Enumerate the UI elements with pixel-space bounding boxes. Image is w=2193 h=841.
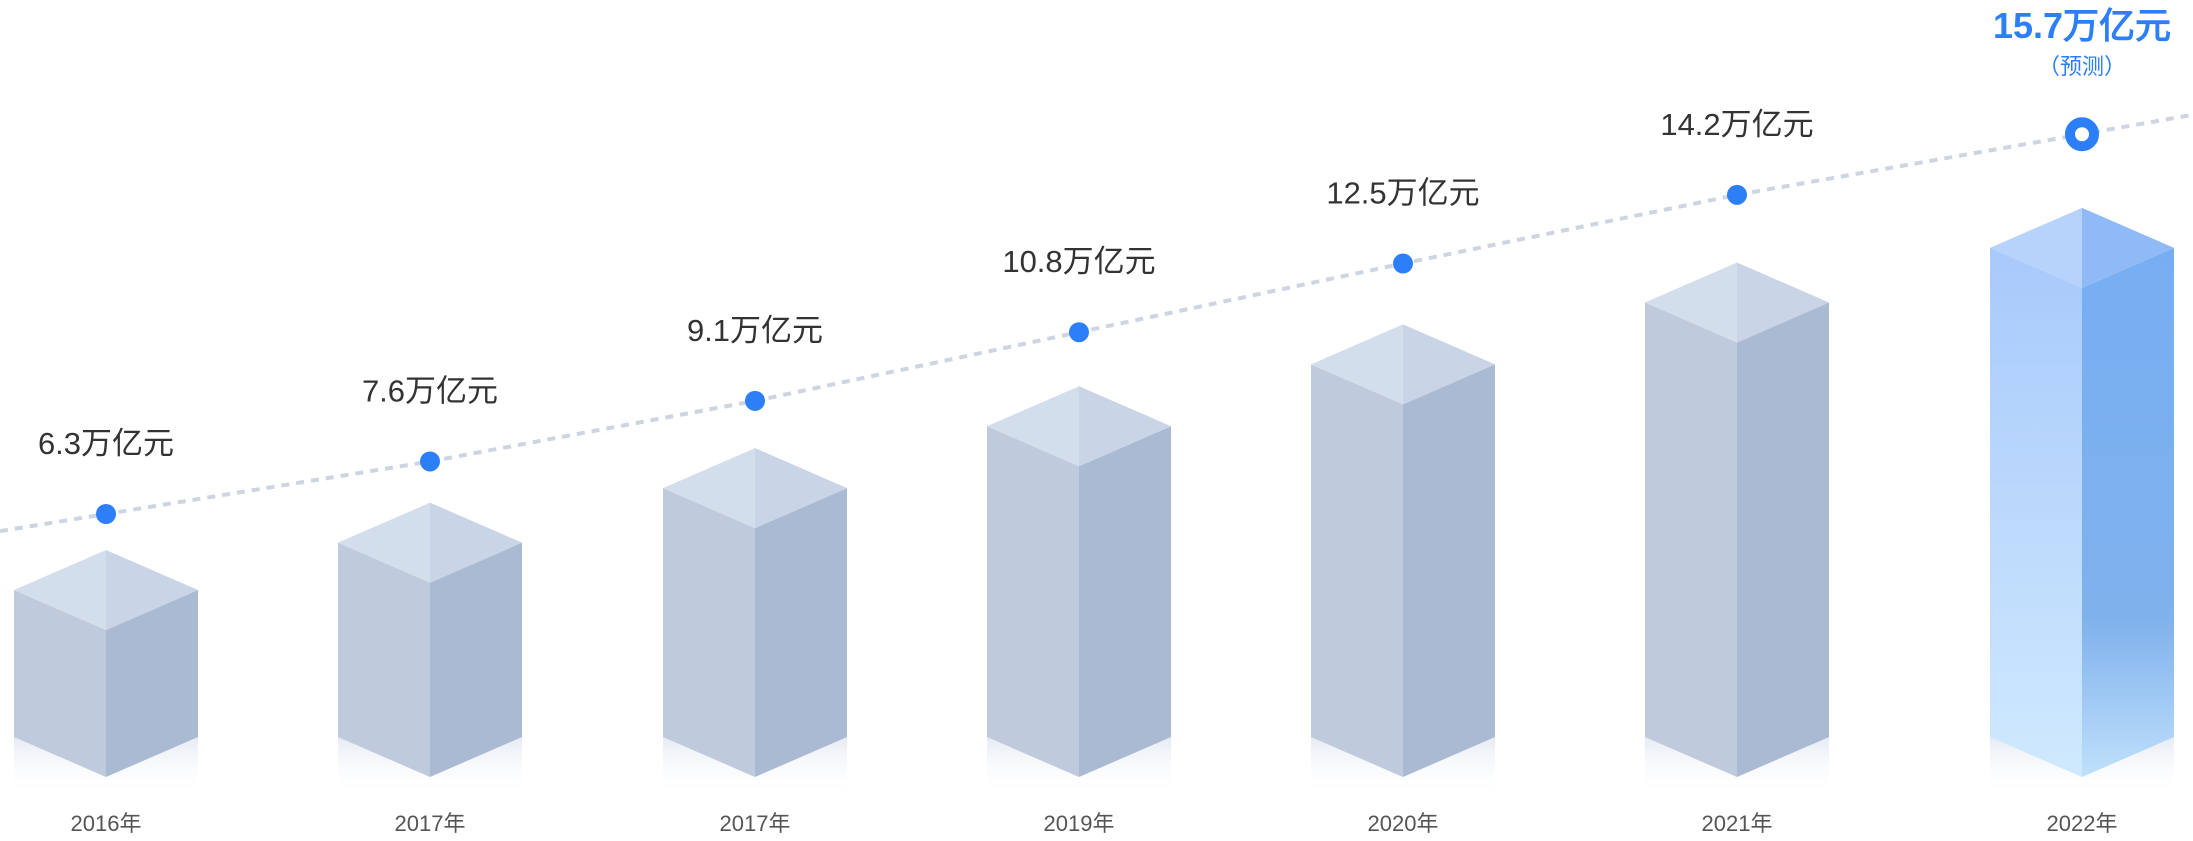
bar-left-face xyxy=(1311,364,1403,777)
data-point xyxy=(745,390,765,411)
data-point xyxy=(1727,184,1747,205)
data-point xyxy=(420,451,440,472)
data-point xyxy=(1069,322,1089,343)
x-tick-label: 2021年 xyxy=(1702,811,1773,836)
data-label: 6.3万亿元 xyxy=(38,426,174,461)
x-tick-label: 2016年 xyxy=(71,811,142,836)
bar-right-face xyxy=(106,590,198,777)
x-tick-label: 2020年 xyxy=(1368,811,1439,836)
bar-top-right xyxy=(430,502,522,583)
data-point xyxy=(96,504,116,524)
data-label: 12.5万亿元 xyxy=(1326,176,1479,211)
bar-left-face xyxy=(1645,302,1737,777)
data-label: 15.7万亿元 xyxy=(1993,5,2171,46)
bar-top-left xyxy=(987,386,1079,467)
bar-top-left xyxy=(1990,207,2082,288)
bar-right-face xyxy=(1737,302,1829,777)
bar-0 xyxy=(14,550,198,797)
bar-top-left xyxy=(663,448,755,529)
bar-top-right xyxy=(1737,262,1829,343)
bar-left-face xyxy=(663,488,755,777)
bar-top-right xyxy=(106,550,198,630)
forecast-point xyxy=(2065,117,2099,152)
bar-top-left xyxy=(338,502,430,583)
bar-left-face xyxy=(338,542,430,777)
bar-5 xyxy=(1645,262,1829,797)
bar-top-left xyxy=(1311,324,1403,405)
bar-top-left xyxy=(14,550,106,630)
bar-right-face xyxy=(755,488,847,777)
bar-3 xyxy=(987,386,1171,797)
forecast-note: （预测） xyxy=(2038,54,2126,79)
bar-top-left xyxy=(1645,262,1737,343)
bar-right-face xyxy=(2082,247,2174,778)
data-point xyxy=(1393,253,1413,274)
bar-top-right xyxy=(1403,324,1495,405)
bar-right-face xyxy=(1403,364,1495,777)
bar-top-right xyxy=(2082,207,2174,288)
bar-left-face xyxy=(14,590,106,777)
bar-left-face xyxy=(1990,247,2082,778)
bar-top-right xyxy=(1079,386,1171,467)
data-label: 7.6万亿元 xyxy=(362,373,498,408)
data-label: 10.8万亿元 xyxy=(1002,244,1155,279)
bar-right-face xyxy=(430,542,522,777)
x-tick-label: 2022年 xyxy=(2047,811,2118,836)
x-tick-label: 2017年 xyxy=(720,811,791,836)
bar-4 xyxy=(1311,324,1495,797)
bar-1 xyxy=(338,502,522,797)
data-label: 14.2万亿元 xyxy=(1660,107,1813,142)
bar-right-face xyxy=(1079,426,1171,777)
bar-2 xyxy=(663,448,847,797)
data-label: 9.1万亿元 xyxy=(687,313,823,348)
bar-left-face xyxy=(987,426,1079,777)
bar-top-right xyxy=(755,448,847,529)
x-tick-label: 2017年 xyxy=(395,811,466,836)
x-tick-label: 2019年 xyxy=(1044,811,1115,836)
bar-6 xyxy=(1990,207,2174,797)
